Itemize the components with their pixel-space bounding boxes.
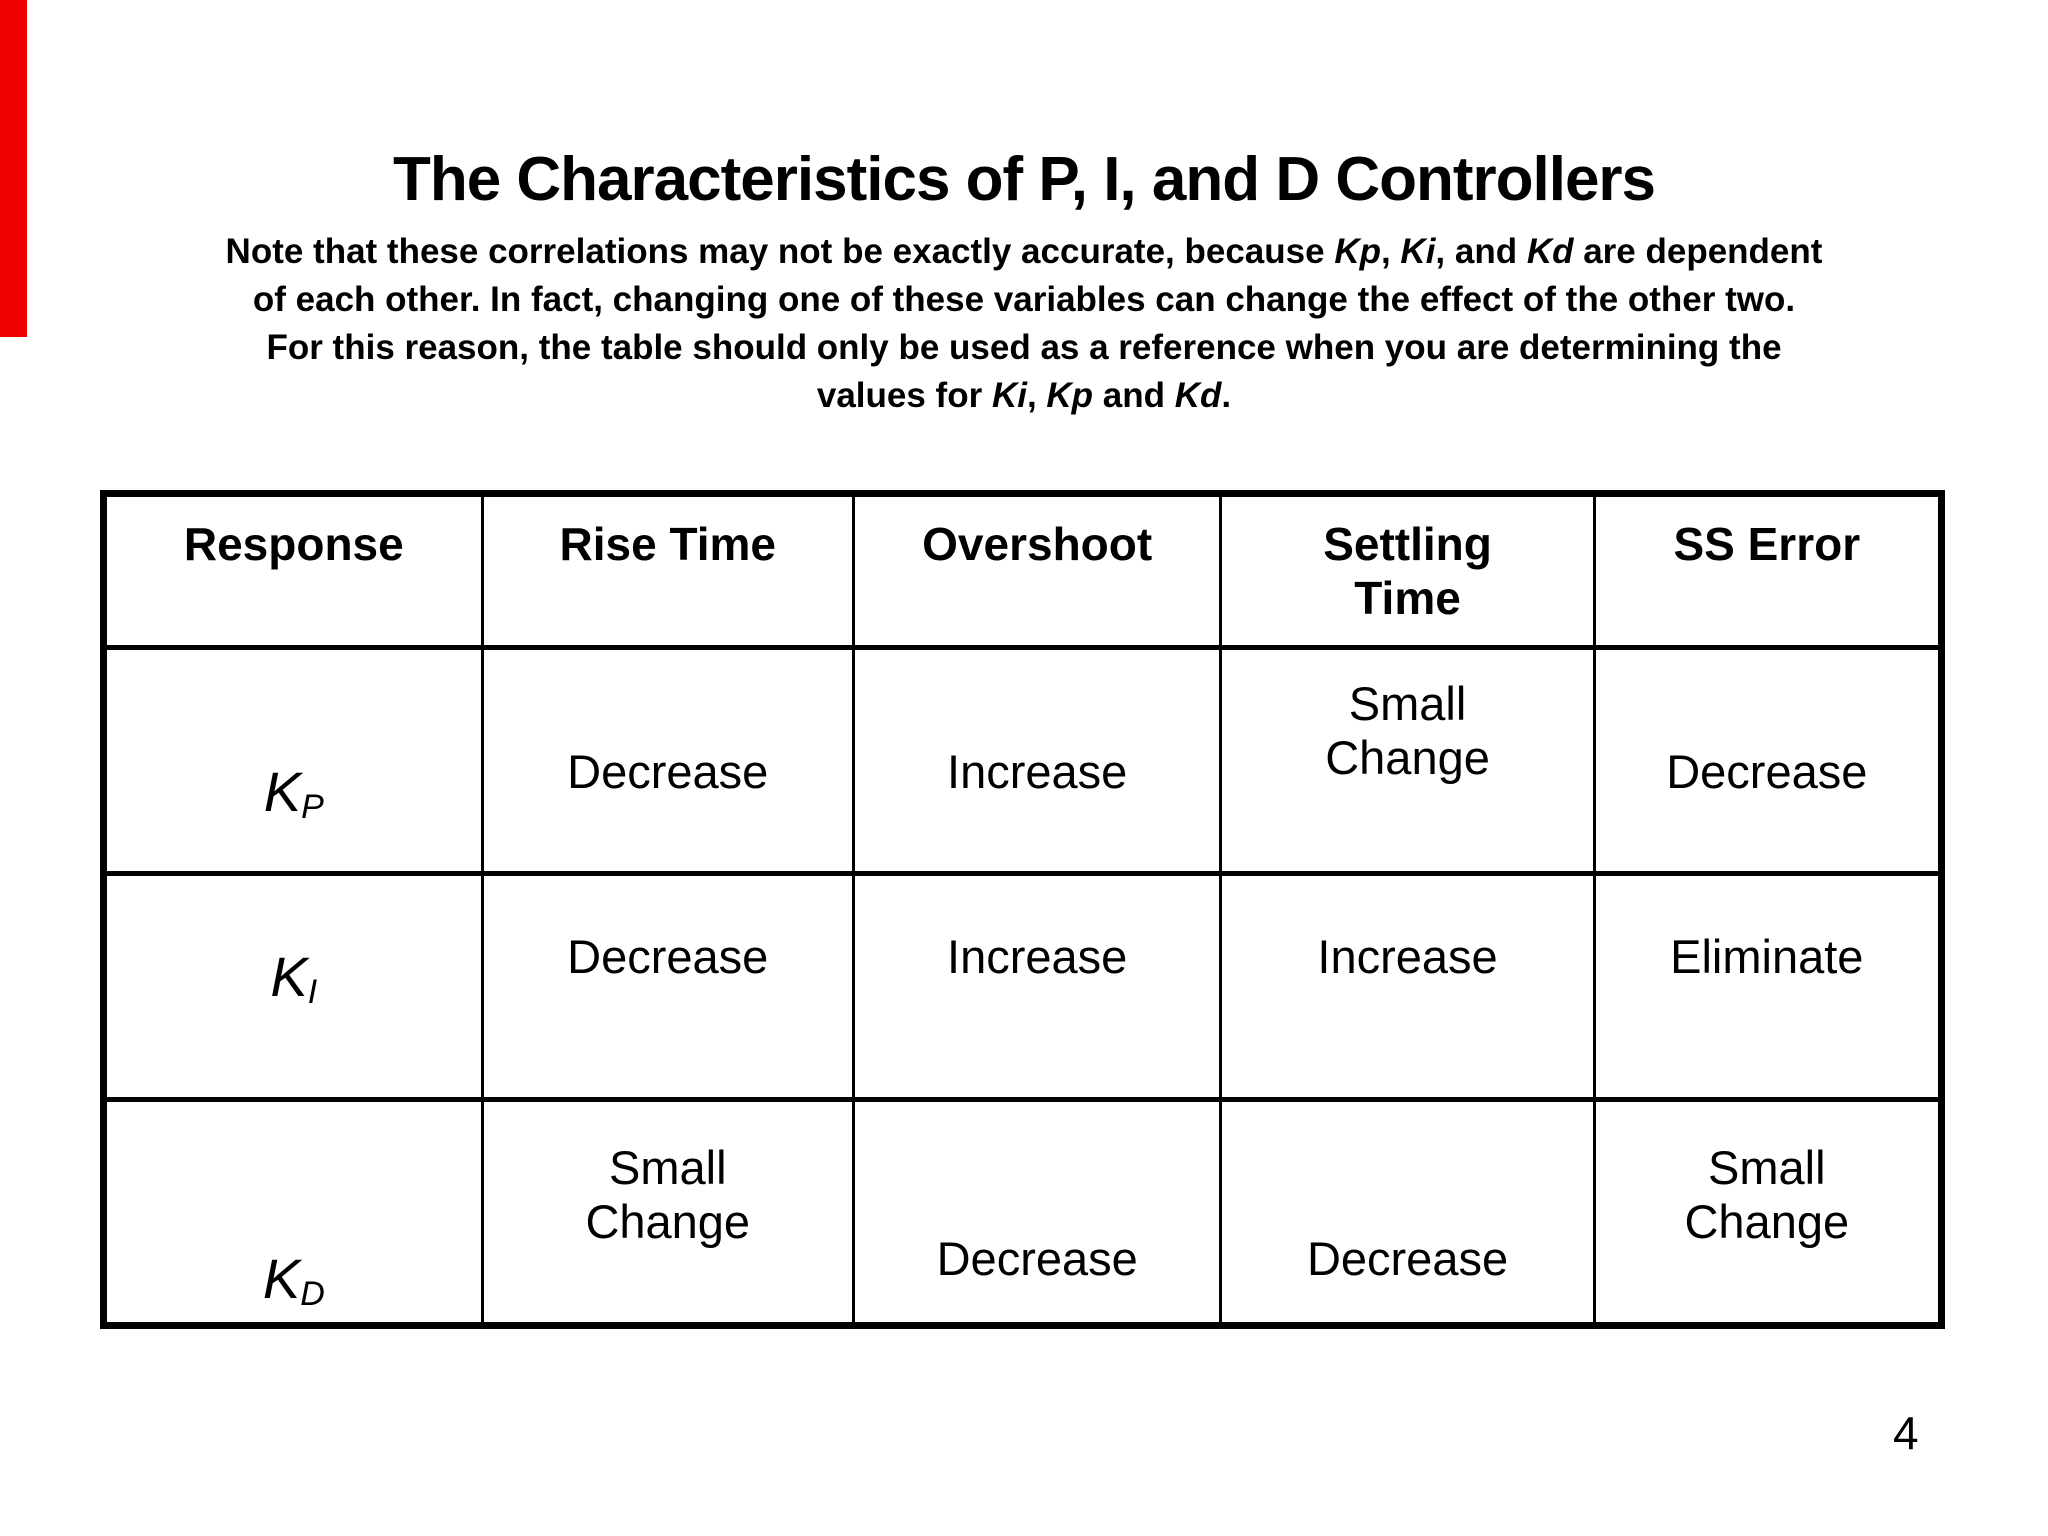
row-label-kp: KP [102,645,484,876]
table-row-kd: KD Small Change Decrease Decrease Small … [102,1097,1944,1328]
cell-ki-settling-time: Increase [1219,871,1596,1102]
note-line-4: values for Ki, Kp and Kd. [816,376,1232,415]
k-symbol: K [263,759,302,823]
page-number: 4 [1893,1407,1919,1459]
header-row: Response Rise Time Overshoot Settling Ti… [102,492,1944,650]
cell-kp-settling-time: Small Change [1219,645,1596,876]
cell-ki-ss-error: Eliminate [1592,871,1944,1102]
note-line-1: Note that these correlations may not be … [225,232,1823,271]
cell-kp-overshoot: Increase [851,645,1223,876]
cell-kd-settling-time: Decrease [1219,1097,1596,1328]
accent-bar [0,0,27,337]
k-subscript: P [301,787,324,826]
cell-kp-rise-time: Decrease [480,645,855,876]
cell-kd-rise-time: Small Change [480,1097,855,1328]
table-row-ki: KI Decrease Increase Increase Eliminate [102,871,1944,1102]
column-header-rise-time: Rise Time [480,492,855,650]
cell-kp-ss-error: Decrease [1592,645,1944,876]
column-header-response: Response [102,492,484,650]
page-title: The Characteristics of P, I, and D Contr… [392,145,1656,214]
cell-ki-rise-time: Decrease [480,871,855,1102]
cell-kd-ss-error: Small Change [1592,1097,1944,1328]
column-header-overshoot: Overshoot [851,492,1223,650]
k-symbol: K [270,944,308,1008]
row-label-kd: KD [102,1097,484,1328]
k-symbol: K [262,1246,301,1310]
k-subscript: D [300,1274,325,1313]
cell-kd-overshoot: Decrease [851,1097,1223,1328]
note-paragraph: Note that these correlations may not be … [0,228,2048,420]
pid-characteristics-table: Response Rise Time Overshoot Settling Ti… [100,490,1945,1329]
table-row-kp: KP Decrease Increase Small Change Decrea… [102,645,1944,876]
column-header-ss-error: SS Error [1592,492,1944,650]
note-line-3: For this reason, the table should only b… [266,328,1782,367]
column-header-settling-time: Settling Time [1219,492,1596,650]
row-label-ki: KI [102,871,484,1102]
note-line-2: of each other. In fact, changing one of … [252,280,1796,319]
k-subscript: I [307,972,318,1011]
cell-ki-overshoot: Increase [851,871,1223,1102]
